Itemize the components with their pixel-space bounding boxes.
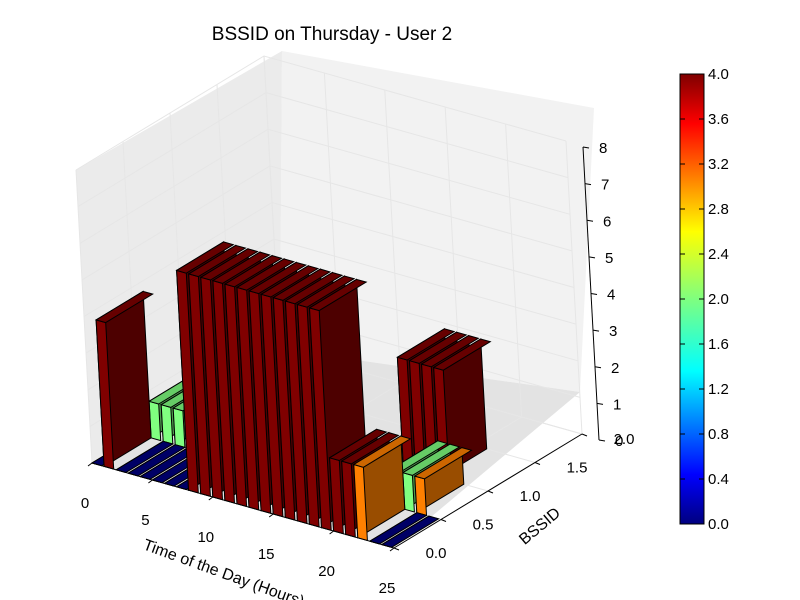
z-tick-mark bbox=[584, 183, 592, 186]
y-tick-label: 0.5 bbox=[473, 517, 494, 534]
y-tick-mark bbox=[487, 490, 494, 494]
x-tick-mark bbox=[389, 547, 395, 552]
x-tick-mark bbox=[268, 513, 274, 518]
grid-z bbox=[79, 128, 571, 244]
x-tick-label: 10 bbox=[197, 529, 214, 546]
y-axis-label: BSSID bbox=[516, 505, 564, 549]
colorbar-tick-label: 0.8 bbox=[708, 426, 729, 443]
colorbar-tick-label: 3.2 bbox=[708, 156, 729, 173]
z-tick-mark bbox=[588, 256, 596, 259]
bar bbox=[432, 338, 492, 481]
x-tick-mark bbox=[148, 479, 153, 484]
y-tick-mark bbox=[440, 519, 447, 522]
x-tick-mark bbox=[208, 496, 214, 501]
z-tick-mark bbox=[592, 329, 600, 332]
z-tick-mark bbox=[586, 219, 594, 222]
z-tick-label: 0 bbox=[615, 433, 623, 450]
grid-z bbox=[83, 201, 575, 317]
grid-z bbox=[81, 165, 573, 281]
z-tick-mark bbox=[596, 402, 604, 405]
y-tick-label: 1.5 bbox=[567, 460, 588, 477]
grid-z bbox=[85, 238, 577, 354]
x-tick-mark bbox=[87, 462, 93, 467]
x-tick-label: 5 bbox=[141, 512, 149, 529]
z-tick-label: 1 bbox=[613, 396, 621, 413]
z-tick-mark bbox=[582, 146, 590, 149]
grid-z bbox=[75, 55, 567, 171]
y-tick-mark bbox=[581, 433, 588, 437]
x-axis-line bbox=[91, 462, 395, 549]
y-tick-mark bbox=[534, 462, 541, 465]
z-tick-mark bbox=[598, 439, 606, 442]
x-tick-label: 25 bbox=[379, 580, 396, 597]
x-tick-label: 20 bbox=[318, 563, 335, 580]
y-tick-label: 2.0 bbox=[614, 431, 635, 448]
colorbar-tick-label: 0.4 bbox=[708, 471, 729, 488]
colorbar-tick-label: 4.0 bbox=[708, 66, 729, 83]
bar bbox=[94, 290, 154, 470]
bar bbox=[352, 435, 412, 542]
bar bbox=[413, 446, 473, 517]
z-tick-label: 2 bbox=[611, 360, 619, 377]
x-axis-label: Time of the Day (Hours) bbox=[141, 537, 307, 600]
bars bbox=[90, 241, 492, 548]
y-tick-mark bbox=[393, 547, 400, 551]
y-tick-label: 0.0 bbox=[426, 545, 447, 562]
x-tick-label: 15 bbox=[258, 546, 275, 563]
chart-title: BSSID on Thursday - User 2 bbox=[212, 24, 452, 45]
grid-z bbox=[77, 92, 569, 208]
x-tick-mark bbox=[329, 530, 334, 535]
colorbar-tick-label: 1.6 bbox=[708, 336, 729, 353]
z-tick-mark bbox=[590, 293, 598, 295]
z-tick-label: 3 bbox=[609, 323, 617, 340]
colorbar-tick-label: 3.6 bbox=[708, 111, 729, 128]
colorbar-ticks: 0.0 0.4 0.8 1.2 1.6 2.0 2.4 2.8 3.2 3.6 4.0 bbox=[680, 66, 729, 533]
z-tick-label: 7 bbox=[601, 177, 609, 194]
z-tick-label: 6 bbox=[603, 213, 611, 230]
z-tick-label: 4 bbox=[607, 287, 615, 304]
colorbar-tick-label: 2.0 bbox=[708, 291, 729, 308]
colorbar-tick-label: 1.2 bbox=[708, 381, 729, 398]
z-tick-label: 8 bbox=[599, 140, 607, 157]
colorbar-tick-label: 2.8 bbox=[708, 201, 729, 218]
x-tick-label: 0 bbox=[81, 495, 89, 512]
z-tick-label: 5 bbox=[605, 250, 613, 267]
y-tick-label: 1.0 bbox=[520, 488, 541, 505]
colorbar-tick-label: 2.4 bbox=[708, 246, 729, 263]
colorbar-tick-label: 0.0 bbox=[708, 516, 729, 533]
z-tick-mark bbox=[594, 366, 602, 369]
